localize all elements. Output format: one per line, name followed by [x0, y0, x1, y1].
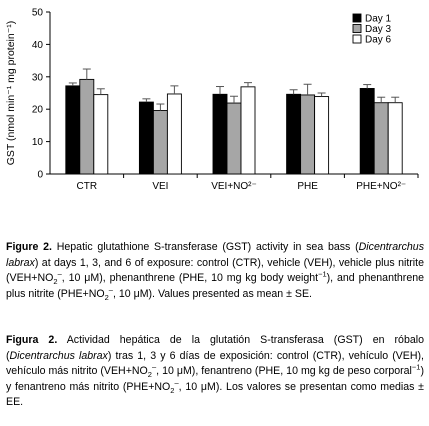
caption-es-text-3: , 10	[156, 365, 177, 378]
caption-en-text-1: Hepatic glutathione S-transferase (GST) …	[51, 241, 359, 253]
x-tick-label: VEI	[152, 181, 168, 192]
caption-es-text-6: , 10	[178, 380, 201, 393]
figure-caption-english: Figure 2. Hepatic glutathione S-transfer…	[6, 240, 424, 302]
bar	[65, 85, 81, 175]
bar	[226, 102, 242, 175]
x-tick-label: PHE+NO²⁻	[356, 181, 406, 192]
figure-caption-spanish: Figura 2. Actividad hepática de la gluta…	[6, 333, 424, 411]
bar	[359, 88, 375, 175]
caption-es-text-4: M), fenantreno (PHE, 10 mg kg de peso co…	[182, 365, 412, 378]
caption-en-text-4: M), phenanthrene (PHE, 10 mg kg body wei…	[90, 272, 319, 285]
caption-es-text-5: ) y fenantreno más nitrito (PHE+NO	[6, 365, 424, 393]
caption-en-species: Dicentrarchus labrax	[6, 241, 424, 269]
caption-en-text-5: ), and phenanthrene plus nitrite (PHE+NO	[6, 272, 424, 300]
caption-en-text-7: M). Values presented as mean ± SE.	[139, 287, 312, 300]
caption-es-sub-2: 2	[147, 370, 152, 380]
bar	[152, 110, 168, 175]
legend-swatch	[352, 34, 362, 44]
bar	[373, 102, 389, 175]
bar	[314, 96, 330, 175]
caption-en-text-6: , 10	[112, 287, 134, 300]
gst-bar-chart: 0 10 20 30 40 50 GST (nmol min⁻¹ mg protein⁻¹)…	[5, 8, 419, 192]
bar	[300, 94, 316, 175]
legend-swatch	[352, 24, 362, 33]
caption-es-label: Figura 2.	[6, 334, 58, 346]
caption-en-sup-minus: –	[57, 269, 62, 279]
y-tick-label: 0	[37, 170, 43, 181]
caption-en-sub-2: 2	[53, 277, 58, 287]
bar	[166, 93, 182, 175]
caption-es-sup-minus-one: −1	[411, 362, 421, 372]
bar	[387, 102, 403, 175]
caption-es-mu-2: μ	[200, 380, 207, 393]
caption-en-mu: μ	[84, 272, 91, 285]
caption-en-mu-2: μ	[133, 287, 140, 300]
y-tick-label: 40	[32, 40, 44, 51]
y-axis-label: GST (nmol min⁻¹ mg protein⁻¹)	[5, 21, 17, 166]
bar	[286, 93, 302, 175]
caption-es-sup-minus-b: –	[174, 378, 179, 388]
caption-es-sup-minus: –	[151, 362, 157, 372]
caption-en-sup-minus-one: −1	[318, 269, 327, 279]
y-tick-label: 10	[32, 137, 44, 148]
legend-label: Day 1	[365, 14, 392, 25]
x-tick-label: CTR	[77, 181, 98, 192]
caption-es-mu: μ	[176, 365, 183, 378]
caption-es-sub-2b: 2	[170, 385, 175, 395]
caption-en-sub-2b: 2	[104, 292, 109, 302]
bar	[240, 86, 256, 175]
bar	[212, 93, 228, 175]
y-tick-label: 20	[32, 105, 44, 116]
caption-es-species: Dicentrarchus labrax	[9, 349, 108, 362]
y-tick-label: 30	[32, 72, 44, 83]
bar	[138, 101, 154, 175]
caption-es-text-1: Actividad hepática de la glutatión S-tra…	[6, 334, 424, 362]
legend-label: Day 3	[365, 24, 392, 35]
x-tick-label: VEI+NO²⁻	[211, 181, 257, 192]
legend-swatch	[352, 13, 362, 23]
legend-label: Day 6	[365, 35, 392, 46]
bar	[93, 94, 109, 175]
y-tick-label: 50	[32, 8, 44, 19]
caption-es-text-7: M). Los valores se presentan como medias…	[6, 380, 424, 409]
caption-en-sup-minus-b: –	[108, 285, 113, 295]
caption-en-text-3: , 10	[61, 272, 85, 285]
bar	[79, 78, 95, 175]
caption-en-text-2: ) at days 1, 3, and 6 of exposure: contr…	[6, 256, 424, 285]
caption-es-text-2: ) tras 1, 3 y 6 días de exposición: cont…	[6, 349, 424, 378]
x-tick-label: PHE	[297, 181, 318, 192]
caption-en-label: Figure 2.	[6, 241, 52, 253]
